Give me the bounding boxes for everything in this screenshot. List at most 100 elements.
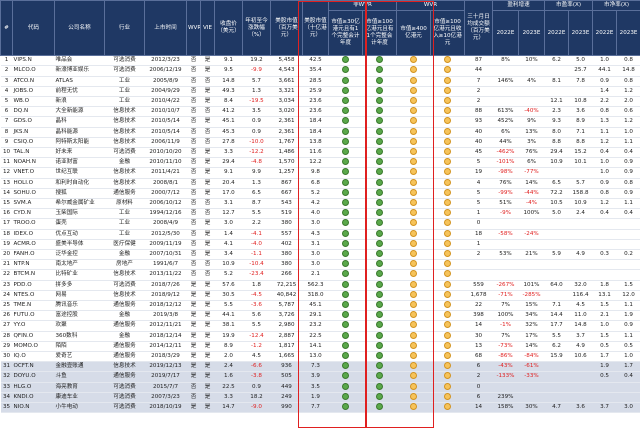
- cell: [492, 259, 519, 271]
- status-icon: [444, 199, 451, 207]
- cell: -58%: [492, 229, 519, 240]
- status-icon: [410, 199, 417, 207]
- status-icon: [376, 362, 383, 370]
- status-icon: [444, 331, 451, 339]
- cell: 42.5: [302, 55, 329, 67]
- status-icon: [342, 209, 349, 217]
- cell: 18: [464, 229, 493, 240]
- cell: 否: [186, 137, 201, 149]
- cell: 1.3: [242, 178, 271, 189]
- cell: 1.5: [616, 280, 640, 291]
- cell: 原材料: [104, 198, 145, 210]
- cell: 信息技术: [104, 178, 145, 189]
- criteria-cell: [328, 249, 363, 261]
- status-icon: [444, 229, 451, 237]
- status-icon: [410, 127, 417, 135]
- criteria-cell: [396, 127, 431, 138]
- criteria-cell: [362, 86, 397, 98]
- status-icon: [376, 331, 383, 339]
- cell: 阿特斯太阳能: [54, 137, 105, 149]
- cell: 23.2: [302, 320, 329, 332]
- cell: 2.0: [214, 351, 243, 363]
- criteria-cell: [328, 86, 363, 98]
- cell: NTP.N: [12, 259, 55, 271]
- cell: 腾讯音乐: [54, 300, 105, 312]
- status-icon: [444, 158, 451, 166]
- cell: 1.0: [616, 351, 640, 363]
- cell: 金融壹账通: [54, 361, 105, 373]
- cell: ATCO.N: [12, 76, 55, 87]
- status-icon: [376, 382, 383, 390]
- cell: 3.7: [592, 402, 617, 414]
- cell: 0.9: [616, 188, 640, 200]
- cell: 12.0: [616, 290, 640, 302]
- cell: [568, 371, 593, 383]
- status-icon: [410, 219, 417, 227]
- criteria-cell: [362, 351, 397, 363]
- criteria-cell: [328, 65, 363, 77]
- status-icon: [342, 97, 349, 104]
- cell: 否: [186, 208, 201, 220]
- status-icon: [342, 290, 349, 298]
- status-icon: [410, 382, 417, 390]
- criteria-cell: [396, 259, 431, 271]
- cell: 11.6: [302, 147, 329, 159]
- status-icon: [444, 239, 451, 247]
- criteria-cell: [396, 351, 431, 363]
- cell: -9.0: [242, 402, 271, 414]
- cell: 100%: [518, 208, 545, 220]
- cell: 380: [270, 218, 303, 230]
- criteria-cell: [328, 76, 363, 87]
- cell: 505: [270, 371, 303, 383]
- cell: 2008/8/1: [144, 178, 187, 189]
- criteria-cell: [328, 218, 363, 230]
- cell: FANH.O: [12, 249, 55, 261]
- cell: 否: [186, 65, 201, 77]
- cell: 否: [186, 392, 201, 404]
- criteria-cell: [430, 351, 465, 363]
- cell: 34%: [518, 310, 545, 322]
- status-icon: [444, 290, 451, 298]
- cell: 是: [200, 382, 215, 393]
- cell: 4.3: [302, 229, 329, 240]
- criteria-header: 市值≥30亿港元且有1个完整会计年度: [328, 10, 363, 57]
- cell: 45.1: [302, 300, 329, 312]
- cell: 0.2: [616, 249, 640, 261]
- cell: 否: [186, 239, 201, 251]
- criteria-cell: [362, 239, 397, 251]
- cell: 3.0: [616, 402, 640, 414]
- cell: QFIN.O: [12, 331, 55, 342]
- cell: 是: [186, 341, 201, 353]
- cell: 10.9: [214, 259, 243, 271]
- status-icon: [342, 250, 349, 258]
- status-icon: [376, 250, 383, 258]
- cell: 7.7: [302, 402, 329, 414]
- cell: 2000/7/12: [144, 188, 187, 200]
- cell: TAL.N: [12, 147, 55, 159]
- cell: 10.6: [568, 351, 593, 363]
- cell: 否: [186, 127, 201, 138]
- criteria-cell: [430, 147, 465, 159]
- status-icon: [410, 56, 417, 64]
- cell: 45: [464, 147, 493, 159]
- criteria-cell: [362, 137, 397, 149]
- year-header: 2022E: [592, 10, 618, 57]
- cell: 29.4: [544, 147, 569, 159]
- cell: 559: [464, 280, 493, 291]
- criteria-cell: [328, 320, 363, 332]
- cell: 6.5: [242, 188, 271, 200]
- cell: 唯品会: [54, 55, 105, 67]
- status-icon: [444, 66, 451, 74]
- cell: 4,543: [270, 65, 303, 77]
- cell: 4.5: [568, 300, 593, 312]
- cell: 是: [200, 178, 215, 189]
- criteria-cell: [430, 116, 465, 128]
- cell: 和利时自动化: [54, 178, 105, 189]
- cell: 信息技术: [104, 361, 145, 373]
- cell: 101%: [518, 280, 545, 291]
- cell: 3.7: [568, 331, 593, 342]
- cell: [544, 259, 569, 271]
- cell: 4.5: [242, 351, 271, 363]
- cell: 工业: [104, 218, 145, 230]
